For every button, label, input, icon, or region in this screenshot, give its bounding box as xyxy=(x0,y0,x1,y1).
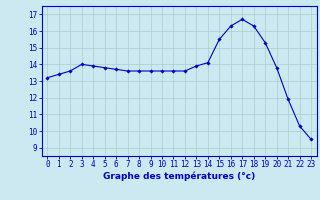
X-axis label: Graphe des températures (°c): Graphe des températures (°c) xyxy=(103,172,255,181)
